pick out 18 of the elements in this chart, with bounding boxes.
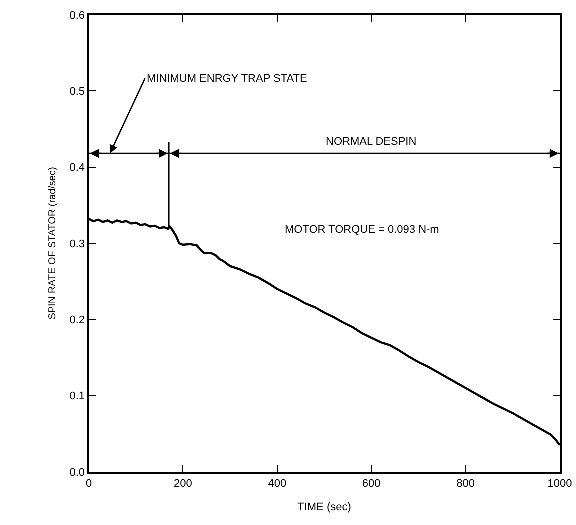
y-tick-label: 0.0 — [70, 466, 86, 479]
x-tick-label: 400 — [268, 478, 287, 490]
annotation: MINIMUM ENRGY TRAP STATE — [147, 73, 308, 85]
y-tick-label: 0.3 — [70, 238, 86, 250]
x-tick-label: 1000 — [548, 478, 572, 490]
y-tick-label: 0.2 — [70, 314, 86, 327]
x-tick-label: 0 — [86, 478, 92, 490]
y-tick-label: 0.5 — [70, 86, 86, 98]
y-tick-label: 0.6 — [70, 10, 86, 22]
x-tick-label: 200 — [174, 478, 192, 490]
ref-line-label: NORMAL DESPIN — [326, 136, 417, 148]
x-tick-label: 800 — [456, 478, 475, 490]
y-axis-title: SPIN RATE OF STATOR (rad/sec) — [47, 167, 58, 320]
x-tick-label: 600 — [362, 478, 381, 490]
y-tick-label: 0.1 — [70, 390, 86, 403]
x-axis-title: TIME (sec) — [298, 502, 352, 514]
annotation: MOTOR TORQUE = 0.093 N-m — [285, 224, 440, 236]
y-tick-label: 0.4 — [70, 162, 86, 174]
